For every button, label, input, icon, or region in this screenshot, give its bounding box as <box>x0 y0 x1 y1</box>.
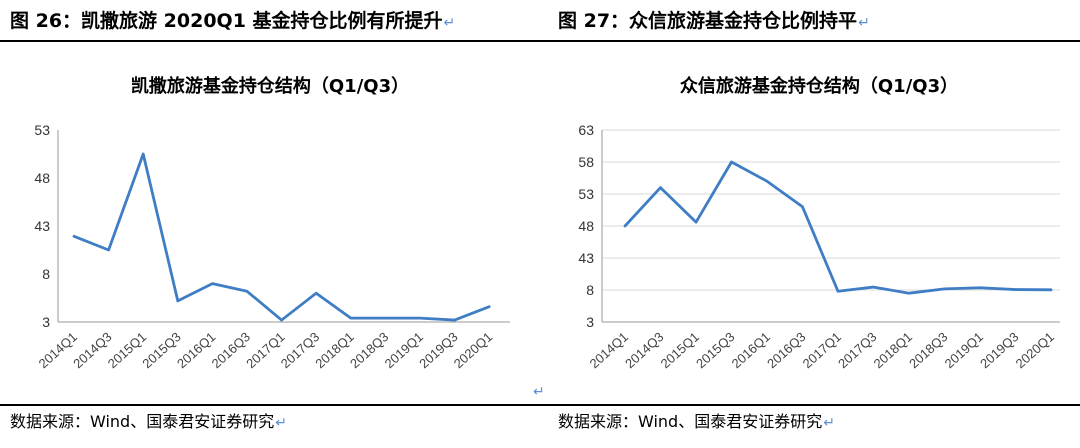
right-x-tick-label: 2018Q3 <box>906 329 950 371</box>
right-x-tick-label: 2016Q3 <box>764 329 808 371</box>
right-series-line <box>623 160 1053 295</box>
right-x-tick-label: 2018Q1 <box>871 329 915 371</box>
return-mark-icon: ↵ <box>858 15 870 31</box>
right-x-tick-label: 2017Q3 <box>835 329 879 371</box>
left-source-text: 数据来源：Wind、国泰君安证券研究 <box>10 412 275 431</box>
right-y-tick-label: 3 <box>586 314 594 330</box>
right-x-tick-label: 2017Q1 <box>800 329 844 371</box>
right-y-tick-label: 53 <box>578 186 594 202</box>
right-x-tick-label: 2015Q3 <box>693 329 737 371</box>
bottom-divider <box>0 404 1080 406</box>
right-source-note: 数据来源：Wind、国泰君安证券研究↵ <box>558 410 835 434</box>
right-x-tick-label: 2014Q1 <box>587 329 631 371</box>
right-y-tick-label: 63 <box>578 122 594 138</box>
left-chart-title: 凯撒旅游基金持仓结构（Q1/Q3） <box>131 75 409 97</box>
left-series-line <box>72 152 491 322</box>
return-mark-icon: ↵ <box>443 15 456 31</box>
right-y-tick-label: 8 <box>586 282 594 298</box>
left-y-tick-label: 43 <box>34 218 50 234</box>
left-figure-heading-text: 图 26：凯撒旅游 2020Q1 基金持仓比例有所提升 <box>10 10 443 32</box>
right-y-tick-label: 48 <box>578 218 594 234</box>
left-figure-heading: 图 26：凯撒旅游 2020Q1 基金持仓比例有所提升↵ <box>10 8 455 34</box>
left-chart: 凯撒旅游基金持仓结构（Q1/Q3）384348532014Q12014Q3201… <box>34 75 510 371</box>
left-y-tick-label: 53 <box>34 122 50 138</box>
right-y-tick-label: 43 <box>578 250 594 266</box>
right-chart: 众信旅游基金持仓结构（Q1/Q3）3843485358632014Q12014Q… <box>578 75 1060 371</box>
return-mark-icon: ↵ <box>823 415 835 431</box>
right-figure-heading: 图 27：众信旅游基金持仓比例持平↵ <box>558 8 870 34</box>
left-y-tick-label: 8 <box>42 266 50 282</box>
left-source-note: 数据来源：Wind、国泰君安证券研究↵ <box>10 410 287 434</box>
left-x-tick-label: 2020Q1 <box>451 329 495 371</box>
right-x-tick-label: 2020Q1 <box>1013 329 1057 371</box>
return-mark-icon: ↵ <box>533 384 545 400</box>
left-y-tick-label: 3 <box>42 314 50 330</box>
right-chart-title: 众信旅游基金持仓结构（Q1/Q3） <box>680 75 958 97</box>
right-x-tick-label: 2019Q1 <box>942 329 986 371</box>
top-divider <box>0 40 1080 42</box>
right-source-text: 数据来源：Wind、国泰君安证券研究 <box>558 412 823 431</box>
right-x-tick-label: 2019Q3 <box>977 329 1021 371</box>
left-y-tick-label: 48 <box>34 170 50 186</box>
return-mark-icon: ↵ <box>275 415 287 431</box>
right-x-tick-label: 2014Q3 <box>622 329 666 371</box>
right-figure-heading-text: 图 27：众信旅游基金持仓比例持平 <box>558 10 858 32</box>
right-x-tick-label: 2015Q1 <box>658 329 702 371</box>
right-x-tick-label: 2016Q1 <box>729 329 773 371</box>
right-y-tick-label: 58 <box>578 154 594 170</box>
